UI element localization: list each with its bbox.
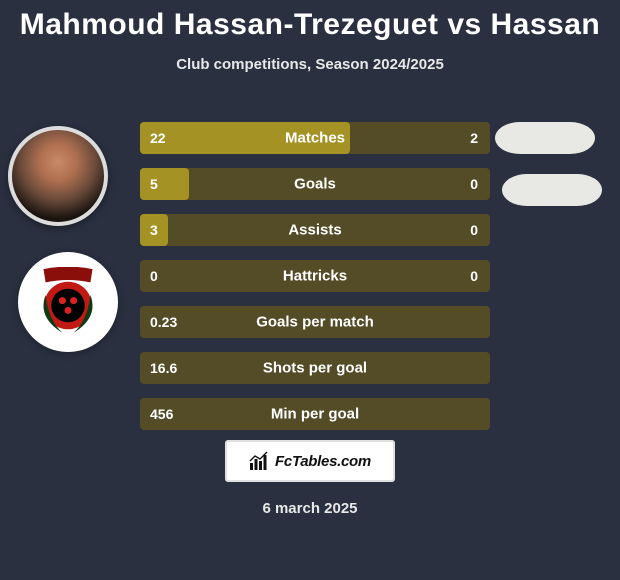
stat-row: 5Goals0: [140, 168, 490, 200]
stat-row: 3Assists0: [140, 214, 490, 246]
stat-row: 22Matches2: [140, 122, 490, 154]
page-subtitle: Club competitions, Season 2024/2025: [0, 56, 620, 73]
stat-value-right: 0: [470, 222, 478, 238]
page-title: Mahmoud Hassan-Trezeguet vs Hassan: [0, 0, 620, 42]
stats-bars: 22Matches25Goals03Assists00Hattricks00.2…: [140, 122, 490, 444]
stat-row: 16.6Shots per goal: [140, 352, 490, 384]
stat-value-right: 0: [470, 268, 478, 284]
footer-date: 6 march 2025: [0, 500, 620, 517]
team-pill: [502, 174, 602, 206]
stat-label: Goals per match: [140, 314, 490, 331]
bar-chart-icon: [249, 451, 269, 471]
stat-label: Matches: [140, 130, 490, 147]
player1-avatar: [8, 126, 108, 226]
stat-label: Shots per goal: [140, 360, 490, 377]
stat-label: Min per goal: [140, 406, 490, 423]
team-pill: [495, 122, 595, 154]
stat-row: 0Hattricks0: [140, 260, 490, 292]
stat-value-right: 0: [470, 176, 478, 192]
footer-brand-text: FcTables.com: [275, 453, 371, 470]
stat-row: 0.23Goals per match: [140, 306, 490, 338]
stat-row: 456Min per goal: [140, 398, 490, 430]
stat-label: Hattricks: [140, 268, 490, 285]
player2-avatar: [18, 252, 118, 352]
avatar-column: [8, 126, 118, 352]
stat-label: Assists: [140, 222, 490, 239]
stat-label: Goals: [140, 176, 490, 193]
club-crest-icon: [33, 267, 103, 337]
stat-value-right: 2: [470, 130, 478, 146]
footer-brand-badge: FcTables.com: [225, 440, 395, 482]
